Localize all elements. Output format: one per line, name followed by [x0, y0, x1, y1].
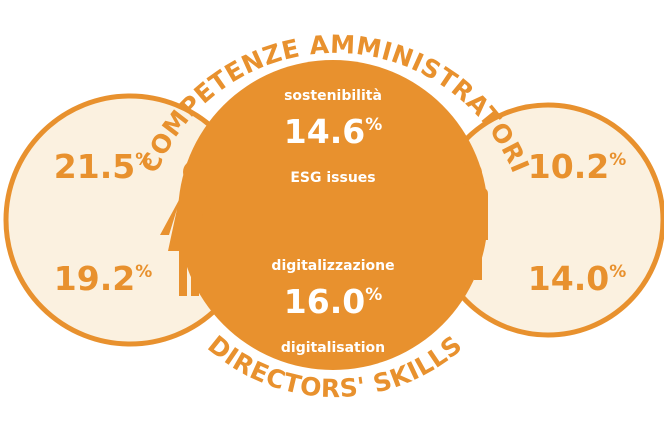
value: 21.5% [54, 147, 152, 186]
label-it: sostenibilità [284, 88, 382, 104]
value: 14.6% [284, 112, 382, 151]
unit: % [609, 150, 626, 170]
number: 14.0 [528, 259, 609, 298]
value: 19.2% [54, 259, 152, 298]
number: 14.6 [284, 112, 365, 151]
label-it: digitalizzazione [271, 258, 394, 274]
number: 16.0 [284, 282, 365, 321]
number: 21.5 [54, 147, 135, 186]
number: 10.2 [528, 147, 609, 186]
value: 16.0% [284, 282, 382, 321]
value: 14.0% [528, 259, 626, 298]
number: 19.2 [54, 259, 135, 298]
label-en: ESG issues [290, 170, 375, 186]
unit: % [135, 150, 152, 170]
unit: % [365, 285, 382, 305]
man-icon [452, 161, 488, 280]
label-en: digitalisation [281, 340, 385, 356]
texts: 21.5%19.2%10.2%14.0%sostenibilità14.6%ES… [54, 88, 626, 356]
woman-icon [160, 160, 218, 296]
unit: % [135, 262, 152, 282]
value: 10.2% [528, 147, 626, 186]
unit: % [609, 262, 626, 282]
center-circle [178, 60, 488, 370]
unit: % [365, 115, 382, 135]
